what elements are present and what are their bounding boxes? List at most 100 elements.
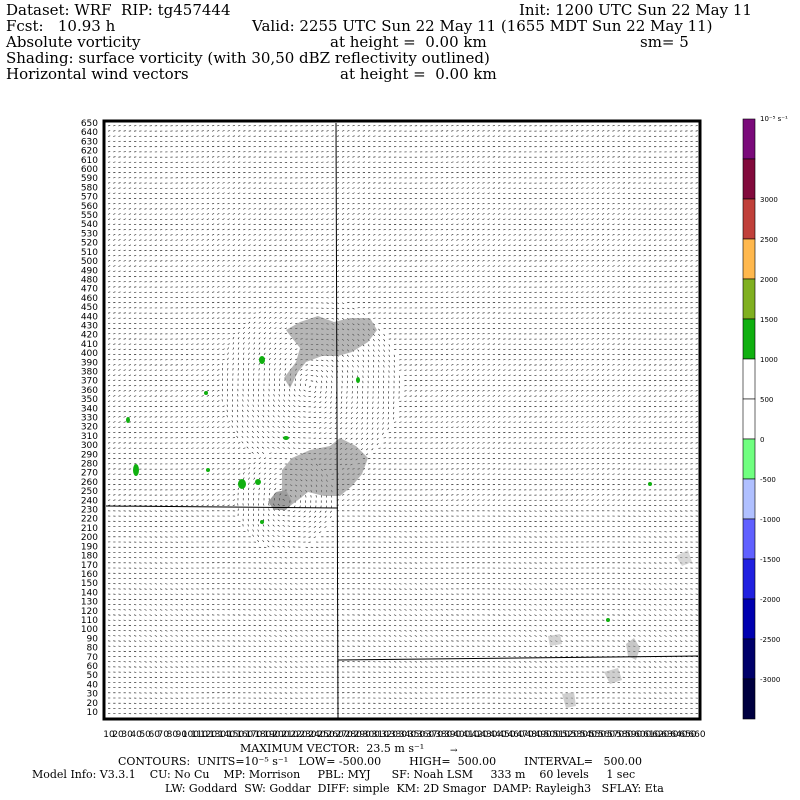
x-tick-label: 390 [444,730,461,740]
colorbar-swatch [742,238,756,280]
colorbar-swatch [742,558,756,600]
y-tick-label: 610 [81,156,98,166]
y-tick-label: 530 [81,229,98,239]
x-tick-label: 210 [281,730,298,740]
colorbar-unit: 10⁻⁵ s⁻¹ [760,115,788,123]
y-tick-label: 640 [81,128,98,138]
colorbar-label: -3000 [760,676,780,684]
y-tick-label: 340 [81,404,98,414]
colorbar-label: -1500 [760,556,780,564]
y-tick-label: 420 [81,331,98,341]
y-tick-label: 580 [81,183,98,193]
x-tick-label: 380 [435,730,452,740]
x-tick-label: 600 [634,730,651,740]
x-tick-label: 590 [625,730,642,740]
x-axis-labels: 1020304050607080901001101201301401501601… [103,730,706,740]
field2-level: at height = 0.00 km [340,65,497,83]
x-tick-label: 540 [580,730,597,740]
y-tick-label: 380 [81,367,98,377]
x-tick-label: 230 [299,730,316,740]
y-tick-label: 520 [81,239,98,249]
x-tick-label: 110 [191,730,208,740]
y-tick-label: 40 [87,680,99,690]
y-tick-label: 290 [81,450,98,460]
field1-title: Absolute vorticity [6,33,141,51]
x-tick-label: 240 [308,730,325,740]
y-tick-label: 30 [87,690,99,700]
x-tick-label: 360 [417,730,434,740]
x-tick-label: 640 [670,730,687,740]
se-cell-2 [604,668,622,684]
colorbar-label: 1000 [760,356,778,364]
y-tick-label: 260 [81,478,98,488]
colorbar-label: -1000 [760,516,780,524]
x-tick-label: 140 [218,730,235,740]
x-tick-label: 330 [390,730,407,740]
x-tick-label: 180 [254,730,271,740]
wind-vector-field [107,125,698,715]
y-tick-label: 510 [81,248,98,258]
contours-info: CONTOURS: UNITS=10⁻⁵ s⁻¹ LOW= -500.00 HI… [118,755,642,768]
x-tick-label: 80 [167,730,179,740]
x-tick-label: 270 [336,730,353,740]
colorbar-label: 500 [760,396,773,404]
x-tick-label: 190 [263,730,280,740]
x-tick-label: 550 [589,730,606,740]
y-tick-label: 480 [81,275,98,285]
x-tick-label: 170 [245,730,262,740]
y-tick-label: 470 [81,285,98,295]
storm-cell-north [284,316,377,388]
y-tick-label: 150 [81,579,98,589]
x-tick-label: 280 [345,730,362,740]
x-tick-label: 10 [103,730,115,740]
x-tick-label: 300 [363,730,380,740]
y-tick-label: 330 [81,414,98,424]
colorbar-label: 2500 [760,236,778,244]
colorbar-label: 1500 [760,316,778,324]
shading-description: Shading: surface vorticity (with 30,50 d… [6,49,490,67]
colorbar-swatch [742,158,756,200]
x-tick-label: 490 [535,730,552,740]
y-tick-label: 630 [81,137,98,147]
x-tick-label: 470 [517,730,534,740]
x-tick-label: 130 [209,730,226,740]
x-tick-label: 260 [327,730,344,740]
y-axis-labels: 6506406306206106005905805705605505405305… [81,119,98,718]
y-tick-label: 320 [81,423,98,433]
y-tick-label: 120 [81,607,98,617]
reflectivity-shading [268,316,692,708]
y-tick-label: 210 [81,524,98,534]
wind-vectors [107,125,698,715]
y-tick-label: 300 [81,441,98,451]
field2-title: Horizontal wind vectors [6,65,189,83]
y-tick-label: 110 [81,616,98,626]
colorbar-swatch [742,398,756,440]
x-tick-label: 290 [354,730,371,740]
colorbar-swatch [742,518,756,560]
y-tick-label: 190 [81,542,98,552]
y-tick-label: 360 [81,386,98,396]
x-tick-label: 350 [408,730,425,740]
y-tick-label: 550 [81,211,98,221]
x-tick-label: 580 [616,730,633,740]
y-tick-label: 440 [81,312,98,322]
map-frame [102,119,702,721]
colorbar-label: 3000 [760,196,778,204]
y-tick-label: 460 [81,294,98,304]
model-physics-info: LW: Goddard SW: Goddar DIFF: simple KM: … [165,782,664,795]
x-tick-label: 70 [158,730,170,740]
y-tick-label: 270 [81,469,98,479]
y-tick-label: 20 [87,699,99,709]
se-cell-3 [562,692,576,708]
x-tick-label: 30 [121,730,133,740]
x-tick-label: 430 [480,730,497,740]
x-tick-label: 400 [453,730,470,740]
y-tick-label: 50 [87,671,99,681]
y-tick-label: 140 [81,588,98,598]
x-tick-label: 450 [498,730,515,740]
colorbar-swatch [742,438,756,480]
x-tick-label: 530 [571,730,588,740]
y-tick-label: 70 [87,653,99,663]
y-tick-label: 590 [81,174,98,184]
y-tick-label: 130 [81,598,98,608]
